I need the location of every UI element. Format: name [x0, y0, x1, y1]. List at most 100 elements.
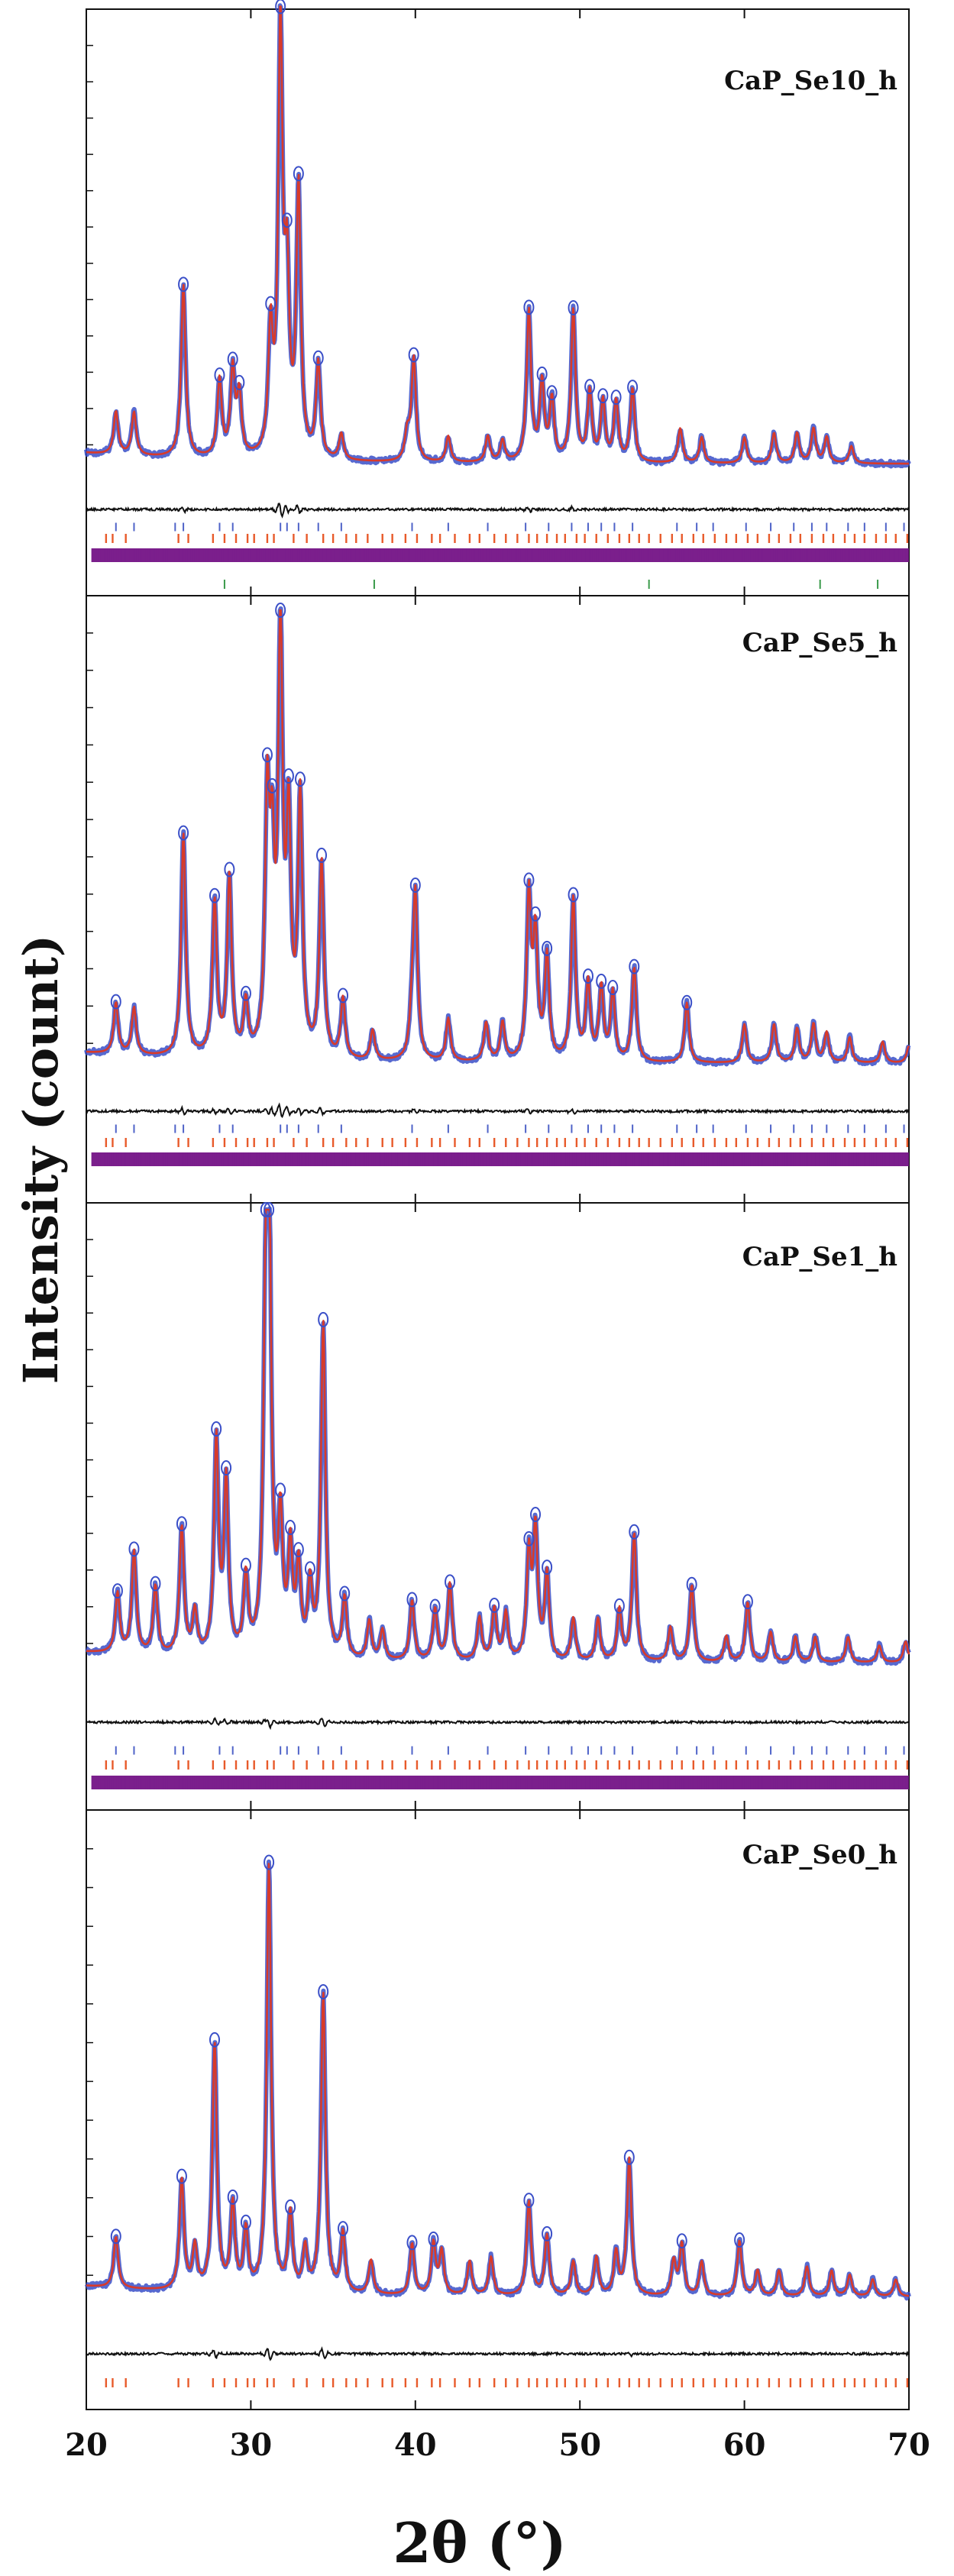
observed-peak-marker: [176, 1516, 187, 1532]
observed-peak-marker: [285, 1520, 296, 1536]
panel-title-cap-se0-h: CaP_Se0_h: [742, 1840, 897, 1870]
panel-title-cap-se1-h: CaP_Se1_h: [742, 1242, 897, 1272]
x-axis-title: 2θ (°): [393, 2510, 566, 2575]
observed-peak-marker: [338, 987, 349, 1004]
observed-peak-marker: [629, 1524, 640, 1540]
x-tick-label: 60: [723, 2427, 766, 2463]
observed-peak-marker: [176, 2168, 187, 2184]
observed-peak-marker: [227, 351, 238, 367]
observed-peak-marker: [264, 1854, 275, 1870]
observed-peak-marker: [489, 1597, 500, 1613]
bragg-tick-row-phase-3: [91, 548, 909, 562]
observed-peak-marker: [240, 985, 251, 1001]
observed-peak-marker: [281, 212, 293, 228]
observed-peak-marker: [234, 374, 245, 390]
observed-peak-marker: [150, 1576, 161, 1592]
bragg-tick-row-phase-1: [115, 1124, 905, 1133]
observed-peak-marker: [568, 887, 579, 903]
observed-peak-marker: [734, 2232, 745, 2248]
observed-peak-marker: [240, 2214, 251, 2230]
calculated-pattern: [86, 1863, 910, 2297]
x-tick-label: 30: [230, 2427, 273, 2463]
bragg-tick-row-phase-4: [223, 580, 879, 589]
bragg-tick-row-phase-3: [91, 1776, 909, 1789]
x-tick-label: 20: [65, 2427, 108, 2463]
observed-peak-marker: [623, 2149, 635, 2165]
panel-1: [84, 0, 911, 596]
x-tick-label: 40: [394, 2427, 437, 2463]
panel-3: [85, 1202, 911, 1811]
observed-peak-marker: [629, 958, 640, 974]
observed-peak-marker: [676, 2233, 687, 2249]
observed-peak-marker: [275, 603, 286, 618]
panel-2: [84, 595, 911, 1204]
observed-peak-marker: [610, 389, 622, 406]
observed-peak-marker: [110, 994, 121, 1010]
observed-peak-marker: [209, 2031, 221, 2048]
observed-peak-marker: [406, 1592, 418, 1608]
observed-peak-marker: [523, 1530, 535, 1547]
observed-peak-marker: [523, 872, 535, 888]
bragg-tick-row-phase-1: [115, 1746, 905, 1755]
observed-peak-marker: [597, 388, 609, 404]
observed-peak-marker: [221, 1460, 232, 1476]
y-axis-title: Intensity (count): [13, 935, 69, 1385]
observed-peak-marker: [293, 1542, 304, 1558]
observed-peak-marker: [523, 299, 535, 315]
observed-peak-marker: [283, 768, 294, 784]
observed-peak-marker: [267, 777, 278, 793]
bragg-tick-row-phase-1: [115, 522, 905, 532]
x-tick-labels: 20 30 40 50 60 70: [65, 2427, 930, 2463]
calculated-pattern: [86, 609, 910, 1063]
observed-peak-marker: [409, 878, 421, 894]
observed-peak-marker: [542, 1559, 553, 1576]
observed-peak-marker: [406, 2235, 418, 2251]
difference-curve: [86, 1102, 910, 1118]
observed-peak-marker: [582, 968, 593, 984]
observed-peak-marker: [224, 861, 235, 878]
observed-peak-marker: [584, 379, 596, 395]
observed-peak-marker: [178, 276, 189, 293]
observed-peak-marker: [542, 940, 553, 956]
observed-peak-marker: [128, 1541, 140, 1557]
observed-peak-marker: [227, 2189, 238, 2205]
observed-peak-marker: [293, 166, 304, 182]
observed-peak-marker: [178, 825, 189, 841]
observed-peak-marker: [261, 747, 273, 763]
observed-peak-marker: [428, 2231, 439, 2247]
observed-peak-marker: [264, 1202, 275, 1217]
observed-peak-marker: [530, 1507, 542, 1523]
observed-peak-marker: [686, 1576, 697, 1592]
panels-group: [84, 0, 911, 2410]
observed-peak-marker: [523, 2193, 535, 2209]
observed-peak-marker: [275, 1482, 286, 1498]
bragg-tick-row-phase-2: [105, 2378, 909, 2387]
observed-peak-marker: [240, 1557, 251, 1573]
observed-peak-marker: [627, 380, 639, 396]
observed-peak-marker: [339, 1585, 351, 1602]
observed-peak-marker: [546, 385, 558, 401]
observed-peak-marker: [211, 1421, 222, 1437]
observed-peak-marker: [596, 973, 607, 989]
observed-peak-marker: [445, 1574, 456, 1590]
observed-peak-marker: [530, 906, 542, 922]
observed-peak-marker: [542, 2225, 553, 2241]
x-tick-label: 50: [558, 2427, 601, 2463]
observed-peak-marker: [316, 847, 328, 863]
panel-title-cap-se5-h: CaP_Se5_h: [742, 628, 897, 658]
observed-peak-marker: [304, 1561, 315, 1577]
bragg-tick-row-phase-3: [91, 1152, 909, 1166]
x-tick-label: 70: [888, 2427, 930, 2463]
observed-peak-marker: [112, 1583, 123, 1599]
observed-peak-marker: [607, 980, 619, 996]
observed-peak-marker: [408, 347, 419, 363]
observed-peak-marker: [265, 296, 276, 312]
panel-4: [84, 1809, 911, 2410]
observed-peak-marker: [568, 299, 579, 315]
difference-curve: [86, 2346, 910, 2361]
observed-peak-marker: [209, 887, 221, 903]
calculated-pattern: [86, 1208, 910, 1663]
bragg-tick-row-phase-2: [105, 1760, 909, 1770]
